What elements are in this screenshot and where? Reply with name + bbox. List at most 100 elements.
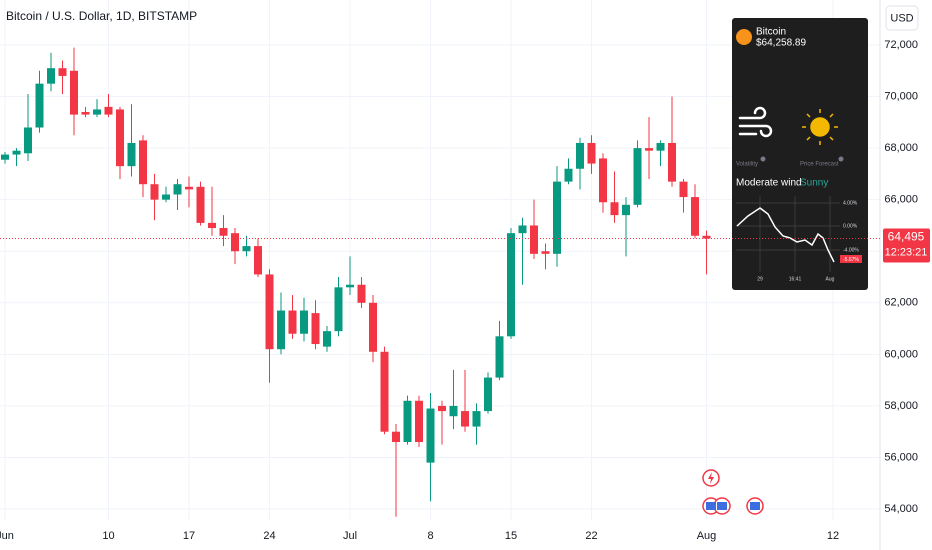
candle-body: [380, 351, 389, 432]
candle-body: [265, 274, 274, 350]
x-tick-label: 12: [827, 530, 839, 542]
candle-body: [81, 112, 90, 115]
coin-price: $64,258.89: [756, 38, 806, 49]
candle-body: [438, 405, 446, 412]
candle-body: [24, 127, 32, 154]
y-tick-label: 68,000: [884, 142, 918, 154]
mini-y-label: 0.00%: [843, 223, 858, 229]
y-tick-label: 66,000: [884, 194, 918, 206]
candle-body: [668, 142, 676, 182]
x-tick-label: 15: [505, 530, 517, 542]
candle-body: [587, 142, 596, 164]
mini-x-label: 29: [757, 276, 763, 282]
candle-body: [461, 411, 469, 427]
y-tick-label: 72,000: [884, 39, 918, 51]
x-tick-label: 24: [263, 530, 275, 542]
candle-body: [219, 228, 228, 236]
x-tick-label: Jun: [0, 530, 14, 542]
candle-body: [645, 148, 653, 151]
candle-body: [70, 70, 78, 115]
weather-widget: Bitcoin $64,258.89 Volatility Price Fore…: [732, 18, 868, 290]
mini-line: [736, 207, 835, 263]
candle-body: [58, 68, 67, 76]
candles: [1, 47, 711, 517]
x-tick-label: 8: [427, 530, 433, 542]
event-icons: [702, 469, 764, 515]
forecast-label: Price Forecast: [800, 162, 839, 168]
y-tick-label: 54,000: [884, 503, 918, 515]
wind-icon: [738, 106, 773, 138]
mini-x-label: 16:41: [789, 276, 802, 282]
currency-button[interactable]: [885, 5, 919, 31]
x-tick-label: Aug: [697, 530, 717, 542]
candle-body: [139, 140, 147, 185]
y-tick-label: 70,000: [884, 90, 918, 102]
candle-body: [231, 233, 239, 252]
candle-body: [507, 233, 515, 337]
price-badge: [883, 228, 930, 263]
candle-body: [127, 142, 136, 167]
candle-body: [553, 181, 561, 254]
candle-body: [104, 106, 113, 115]
candle-body: [541, 251, 550, 254]
mini-last-label: -5.67%: [843, 257, 859, 263]
y-tick-label: 60,000: [884, 348, 918, 360]
candle-body: [392, 431, 400, 443]
candle-body: [47, 68, 55, 84]
candle-body: [415, 400, 423, 443]
y-tick-label: 56,000: [884, 451, 918, 463]
candle-body: [564, 168, 573, 182]
candle-body: [610, 202, 619, 216]
x-tick-label: 17: [183, 530, 195, 542]
volatility-label: Volatility: [736, 162, 758, 168]
candle-body: [426, 408, 435, 463]
candle-body: [518, 225, 527, 234]
countdown: 12:23:21: [885, 246, 928, 258]
candle-body: [300, 310, 308, 334]
wind-text: Moderate wind: [736, 178, 802, 189]
candle-body: [656, 142, 665, 151]
candle-body: [323, 331, 331, 347]
price-label: 64,495: [888, 230, 925, 244]
mini-x-label: Aug: [826, 276, 835, 282]
candle-body: [334, 287, 343, 332]
mini-last-badge: [840, 255, 862, 263]
candle-body: [277, 310, 285, 350]
candle-body: [599, 158, 607, 203]
chart-title: Bitcoin / U.S. Dollar, 1D, BITSTAMP: [6, 9, 197, 23]
candle-body: [12, 150, 21, 155]
x-tick-label: Jul: [343, 530, 357, 542]
mini-y-label: -4.00%: [843, 247, 859, 253]
candle-body: [1, 154, 9, 160]
candle-body: [403, 400, 412, 443]
candle-body: [116, 109, 124, 167]
currency[interactable]: USD: [890, 12, 913, 24]
candle-body: [357, 284, 366, 303]
mini-y-label: 4.00%: [843, 200, 858, 206]
candle-body: [449, 405, 458, 417]
candle-body: [369, 302, 377, 352]
coin-icon: [736, 29, 752, 45]
candle-body: [702, 235, 711, 239]
candle-body: [162, 194, 170, 200]
sun-icon: [802, 109, 838, 145]
info-dot: [838, 156, 844, 162]
candle-body: [185, 186, 193, 190]
x-tick-label: 22: [585, 530, 597, 542]
candle-body: [242, 246, 251, 252]
candle-body: [311, 313, 320, 345]
candle-body: [196, 186, 205, 223]
forecast-text: Sunny: [800, 178, 828, 189]
candle-body: [93, 109, 101, 115]
candle-body: [254, 246, 262, 275]
candle-body: [633, 148, 642, 205]
y-tick-label: 58,000: [884, 400, 918, 412]
candle-body: [35, 83, 44, 128]
candle-body: [622, 204, 630, 216]
candle-body: [679, 181, 688, 198]
x-tick-label: 10: [102, 530, 114, 542]
candle-body: [472, 411, 481, 427]
candle-body: [173, 184, 182, 195]
candle-body: [484, 377, 492, 412]
